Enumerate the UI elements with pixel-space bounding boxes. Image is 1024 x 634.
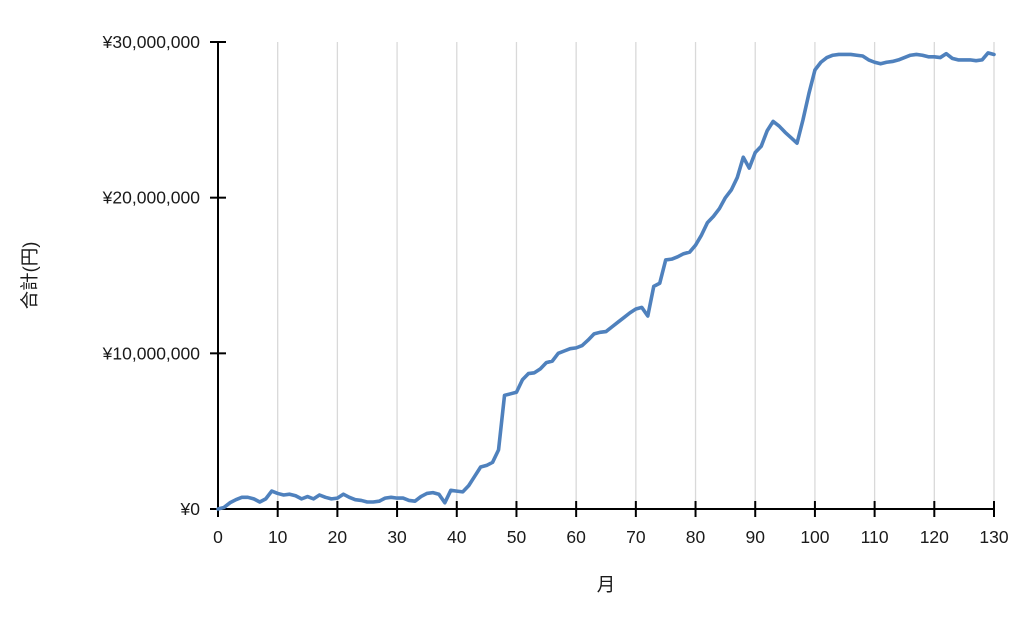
x-axis-title: 月 — [597, 574, 616, 595]
x-tick-label: 50 — [507, 527, 527, 547]
y-tick-label: ¥30,000,000 — [102, 32, 201, 52]
x-tick-label: 110 — [861, 527, 889, 547]
x-tick-label: 70 — [626, 527, 646, 547]
x-tick-label: 80 — [686, 527, 706, 547]
x-tick-label: 20 — [328, 527, 348, 547]
x-tick-label: 10 — [268, 527, 288, 547]
x-tick-label: 130 — [979, 527, 1008, 547]
x-tick-label: 0 — [213, 527, 223, 547]
y-axis-title: 合計(円) — [19, 242, 40, 310]
y-tick-label: ¥10,000,000 — [102, 343, 201, 363]
x-tick-label: 100 — [800, 527, 829, 547]
x-tick-label: 90 — [745, 527, 765, 547]
y-tick-label: ¥20,000,000 — [102, 188, 201, 208]
x-tick-label: 60 — [566, 527, 586, 547]
x-tick-label: 30 — [387, 527, 407, 547]
gridlines — [277, 42, 995, 509]
x-tick-label: 120 — [920, 527, 949, 547]
total-series-line — [216, 51, 996, 511]
x-tick-label: 40 — [447, 527, 467, 547]
y-tick-label: ¥0 — [180, 499, 201, 519]
